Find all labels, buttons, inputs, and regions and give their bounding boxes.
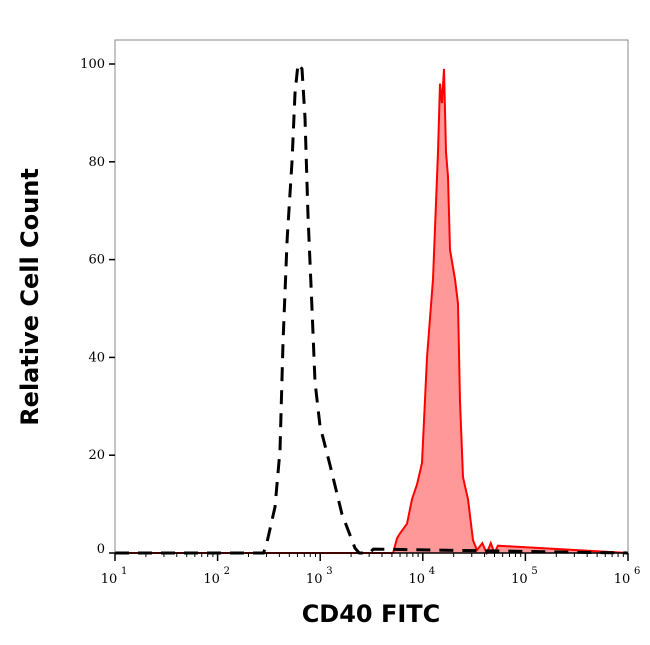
x-tick-exponent: 4 xyxy=(429,566,435,577)
x-tick-label: 10 xyxy=(409,572,426,587)
x-tick-exponent: 3 xyxy=(326,566,332,577)
x-tick-exponent: 6 xyxy=(634,566,640,577)
x-tick-exponent: 2 xyxy=(224,566,230,577)
y-tick-label: 0 xyxy=(97,542,105,557)
series-fill-cd40 xyxy=(115,68,628,554)
y-axis-label: Relative Cell Count xyxy=(16,168,44,426)
y-tick-label: 20 xyxy=(88,448,105,463)
plot-area xyxy=(115,60,629,556)
x-axis-label: CD40 FITC xyxy=(302,600,441,628)
x-tick-label: 10 xyxy=(203,572,220,587)
x-tick-exponent: 5 xyxy=(531,566,537,577)
series-line-isotype-control xyxy=(115,60,629,555)
y-tick-label: 40 xyxy=(88,350,105,365)
x-tick-exponent: 1 xyxy=(121,566,127,577)
series-line-cd40 xyxy=(115,68,629,556)
plot-frame xyxy=(114,39,629,554)
x-tick-label: 10 xyxy=(511,572,528,587)
y-tick-label: 100 xyxy=(80,57,105,72)
x-tick-label: 10 xyxy=(306,572,323,587)
x-tick-label: 10 xyxy=(614,572,631,587)
y-tick-label: 80 xyxy=(88,155,105,170)
y-tick-label: 60 xyxy=(88,253,105,268)
x-tick-label: 10 xyxy=(101,572,118,587)
